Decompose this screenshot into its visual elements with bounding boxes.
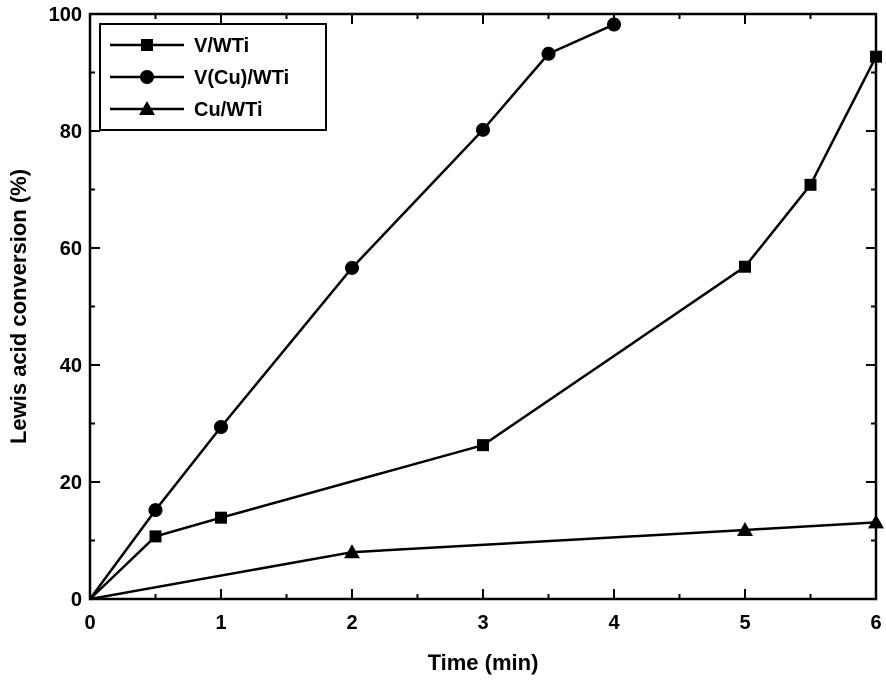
data-point-circle — [476, 122, 490, 137]
y-tick-label: 100 — [49, 4, 82, 26]
legend-item: V/WTi — [110, 35, 249, 57]
legend-marker-square — [141, 39, 153, 51]
data-point-circle — [345, 260, 359, 275]
data-point-square — [804, 178, 817, 191]
x-tick-label: 4 — [608, 612, 620, 634]
data-point-square — [739, 260, 751, 273]
y-axis-label: Lewis acid conversion (%) — [6, 169, 31, 444]
data-point-square — [149, 530, 162, 543]
y-tick-label: 80 — [60, 121, 82, 143]
data-point-triangle — [737, 521, 753, 536]
data-point-circle — [214, 420, 228, 435]
x-tick-label: 5 — [739, 612, 750, 634]
x-tick-label: 3 — [477, 612, 488, 634]
y-tick-label: 60 — [60, 238, 82, 260]
x-tick-label: 2 — [346, 612, 357, 634]
data-point-square — [477, 439, 489, 452]
series-layer — [88, 17, 884, 601]
data-point-square — [215, 511, 227, 524]
data-point-circle — [607, 17, 621, 32]
y-tick-label: 20 — [60, 472, 82, 494]
x-tick-label: 1 — [215, 612, 226, 634]
data-point-triangle — [344, 544, 360, 559]
legend-marker-circle — [140, 70, 154, 84]
data-point-circle — [541, 46, 556, 61]
series-circle — [88, 17, 621, 600]
legend-label: V(Cu)/WTi — [194, 67, 289, 89]
legend: V/WTi V(Cu)/WTi Cu/WTi — [99, 23, 327, 131]
series-line — [89, 56, 878, 600]
legend-label: Cu/WTi — [194, 99, 263, 121]
legend-label: V/WTi — [194, 35, 249, 57]
series-square — [89, 50, 882, 600]
series-line — [89, 521, 877, 601]
y-tick-label: 0 — [71, 589, 82, 611]
y-tick-label: 40 — [60, 355, 82, 377]
data-point-circle — [148, 503, 163, 518]
x-tick-label: 6 — [870, 612, 881, 634]
legend-item: V(Cu)/WTi — [110, 67, 289, 89]
x-tick-label: 0 — [84, 612, 95, 634]
series-triangle — [89, 514, 884, 601]
x-axis-label: Time (min) — [428, 650, 539, 675]
legend-marker-triangle — [139, 101, 155, 115]
legend-item: Cu/WTi — [110, 99, 263, 121]
